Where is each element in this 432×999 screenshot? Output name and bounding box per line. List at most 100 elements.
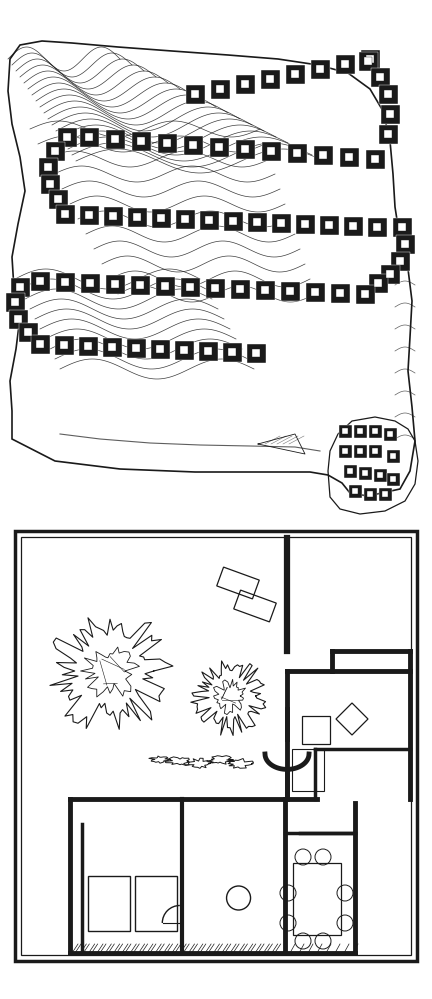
Polygon shape (277, 219, 285, 227)
Polygon shape (158, 134, 177, 153)
Polygon shape (390, 477, 396, 482)
Polygon shape (80, 274, 99, 293)
Polygon shape (286, 65, 305, 84)
Polygon shape (184, 136, 203, 155)
Polygon shape (79, 337, 98, 356)
Polygon shape (108, 343, 116, 351)
Polygon shape (216, 85, 224, 93)
Polygon shape (161, 282, 169, 290)
Polygon shape (357, 429, 363, 434)
Polygon shape (55, 205, 74, 224)
Polygon shape (368, 218, 387, 237)
Polygon shape (295, 215, 314, 234)
Polygon shape (367, 492, 373, 497)
Polygon shape (353, 445, 366, 458)
Polygon shape (252, 349, 260, 357)
Polygon shape (386, 270, 394, 278)
Polygon shape (198, 342, 217, 361)
Polygon shape (137, 137, 145, 145)
Polygon shape (11, 298, 19, 306)
Polygon shape (19, 323, 38, 342)
Bar (88, 876, 130, 931)
Polygon shape (205, 216, 213, 224)
Polygon shape (381, 265, 400, 284)
Polygon shape (181, 278, 200, 297)
Polygon shape (85, 133, 93, 141)
Polygon shape (361, 290, 369, 298)
Polygon shape (60, 341, 68, 349)
Polygon shape (38, 158, 57, 177)
Polygon shape (343, 217, 362, 236)
Polygon shape (293, 149, 301, 157)
Polygon shape (360, 50, 379, 69)
Polygon shape (362, 471, 368, 476)
Polygon shape (16, 283, 24, 291)
Polygon shape (157, 214, 165, 222)
Polygon shape (241, 145, 249, 153)
Polygon shape (36, 277, 44, 285)
Polygon shape (393, 218, 412, 237)
Polygon shape (368, 425, 381, 438)
Bar (21, 537, 411, 955)
Polygon shape (368, 445, 381, 458)
Polygon shape (175, 341, 194, 360)
Polygon shape (356, 285, 375, 304)
Polygon shape (248, 213, 267, 232)
Polygon shape (54, 195, 62, 203)
Polygon shape (364, 57, 372, 65)
Polygon shape (387, 450, 400, 463)
Polygon shape (288, 144, 306, 163)
Polygon shape (384, 428, 397, 441)
Polygon shape (181, 215, 189, 223)
Polygon shape (376, 73, 384, 81)
Bar (293, 863, 341, 935)
Polygon shape (45, 142, 64, 161)
Polygon shape (156, 277, 175, 296)
Polygon shape (311, 288, 319, 296)
Polygon shape (228, 348, 236, 356)
Polygon shape (336, 55, 355, 74)
Polygon shape (175, 210, 194, 229)
Polygon shape (401, 240, 409, 248)
Polygon shape (286, 287, 294, 295)
Polygon shape (387, 473, 400, 486)
Polygon shape (261, 142, 280, 161)
Polygon shape (235, 140, 254, 159)
Polygon shape (396, 235, 414, 254)
Polygon shape (340, 148, 359, 167)
Polygon shape (314, 146, 333, 165)
Polygon shape (266, 75, 274, 83)
Polygon shape (41, 175, 60, 194)
Polygon shape (339, 425, 352, 438)
Polygon shape (247, 344, 266, 363)
Polygon shape (61, 278, 69, 286)
Polygon shape (31, 272, 50, 291)
Polygon shape (260, 70, 280, 89)
Polygon shape (211, 284, 219, 292)
Polygon shape (384, 130, 392, 138)
Polygon shape (206, 279, 225, 298)
Polygon shape (131, 132, 150, 151)
Polygon shape (236, 285, 244, 293)
Polygon shape (373, 223, 381, 231)
Polygon shape (325, 221, 333, 229)
Polygon shape (382, 492, 388, 497)
Polygon shape (105, 130, 124, 149)
Polygon shape (366, 55, 374, 63)
Polygon shape (163, 139, 171, 147)
Polygon shape (51, 147, 59, 155)
Polygon shape (86, 279, 94, 287)
Polygon shape (371, 68, 390, 87)
Polygon shape (9, 310, 28, 329)
Polygon shape (363, 488, 377, 500)
Polygon shape (320, 216, 339, 235)
Polygon shape (368, 274, 388, 293)
Polygon shape (48, 190, 67, 209)
Polygon shape (349, 485, 362, 498)
Polygon shape (349, 222, 357, 230)
Bar (302, 716, 330, 744)
Polygon shape (341, 60, 349, 68)
Polygon shape (271, 214, 290, 233)
Polygon shape (352, 489, 358, 494)
Polygon shape (84, 342, 92, 350)
